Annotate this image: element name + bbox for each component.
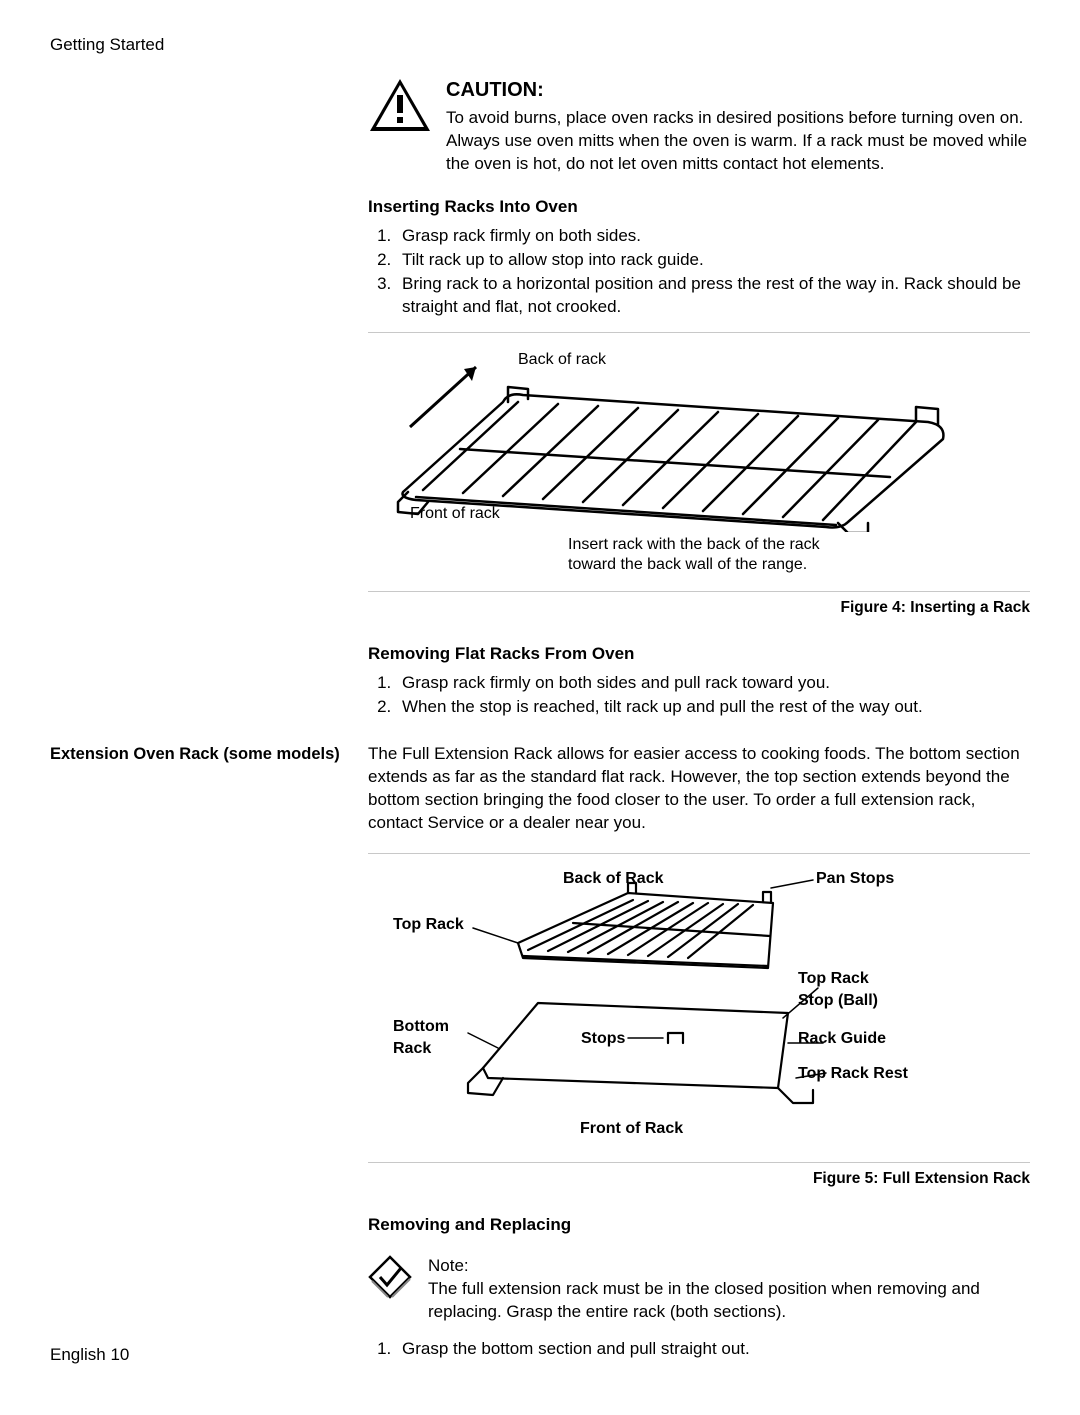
page-footer: English 10 [50,1344,129,1367]
caution-block: CAUTION: To avoid burns, place oven rack… [368,77,1030,176]
fig5-caption: Figure 5: Full Extension Rack [368,1169,1030,1190]
figure-5: Back of Rack Pan Stops Top Rack Bottom R… [368,853,1030,1163]
fig5-toprack: Top Rack [393,914,464,936]
fig5-back: Back of Rack [563,868,664,890]
list-item: Bring rack to a horizontal position and … [396,273,1030,319]
warning-icon [368,77,432,176]
fig5-panstops: Pan Stops [816,868,894,890]
fig4-note: Insert rack with the back of the rack to… [568,535,848,575]
fig4-label-front: Front of rack [410,503,500,525]
list-item: Tilt rack up to allow stop into rack gui… [396,249,1030,272]
rr-heading: Removing and Replacing [368,1214,1030,1237]
fig5-stops: Stops [581,1028,625,1050]
fig5-front: Front of Rack [580,1118,683,1140]
note-text: The full extension rack must be in the c… [428,1278,1030,1324]
note-block: Note: The full extension rack must be in… [368,1255,1030,1324]
figure-4: Back of rack Front of rack Insert rack w… [368,332,1030,592]
list-item: Grasp the bottom section and pull straig… [396,1338,1030,1361]
list-item: Grasp rack firmly on both sides. [396,225,1030,248]
extension-label: Extension Oven Rack (some models) [50,743,350,765]
fig5-bottomrack: Bottom Rack [393,1016,449,1059]
fig5-toprackrest: Top Rack Rest [798,1063,908,1085]
caution-title: CAUTION: [446,77,1030,104]
checkmark-icon [368,1255,412,1324]
rr-steps: Grasp the bottom section and pull straig… [368,1338,1030,1361]
fig5-rackguide: Rack Guide [798,1028,886,1050]
fig4-label-back: Back of rack [518,349,606,371]
note-label: Note: [428,1255,1030,1278]
extension-paragraph: The Full Extension Rack allows for easie… [368,743,1030,835]
insert-heading: Inserting Racks Into Oven [368,196,1030,219]
insert-steps: Grasp rack firmly on both sides. Tilt ra… [368,225,1030,319]
list-item: When the stop is reached, tilt rack up a… [396,696,1030,719]
remove-steps: Grasp rack firmly on both sides and pull… [368,672,1030,719]
remove-heading: Removing Flat Racks From Oven [368,643,1030,666]
caution-text: To avoid burns, place oven racks in desi… [446,107,1030,176]
fig5-toprackstop: Top Rack Stop (Ball) [798,968,878,1011]
section-header: Getting Started [50,34,1030,57]
fig4-caption: Figure 4: Inserting a Rack [368,598,1030,619]
list-item: Grasp rack firmly on both sides and pull… [396,672,1030,695]
